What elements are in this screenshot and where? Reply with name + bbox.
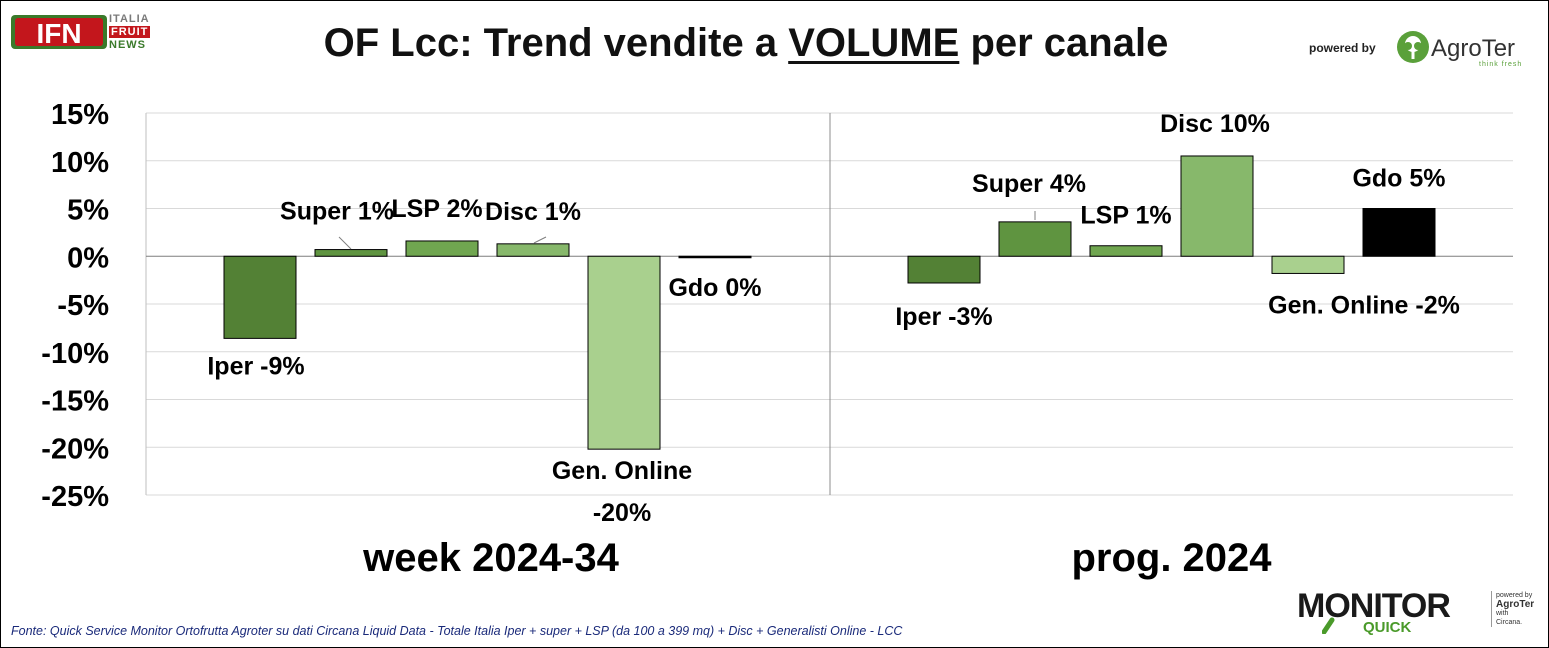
data-label: Disc 1% bbox=[485, 198, 581, 226]
bar bbox=[496, 243, 570, 257]
bar bbox=[1089, 245, 1163, 257]
y-tick-label: -5% bbox=[57, 290, 109, 322]
bar bbox=[405, 240, 479, 257]
powered-by-label: powered by bbox=[1309, 41, 1376, 55]
bar bbox=[223, 255, 297, 339]
quick-word: QUICK bbox=[1363, 619, 1412, 636]
title-suffix: per canale bbox=[959, 21, 1169, 65]
y-tick-label: -20% bbox=[41, 433, 109, 465]
ifn-tagline-line-1: ITALIA bbox=[109, 13, 150, 25]
ifn-logo-icon: IFN bbox=[11, 15, 107, 49]
y-tick-label: 5% bbox=[67, 195, 109, 227]
y-tick-label: 0% bbox=[67, 242, 109, 274]
title-emphasis: VOLUME bbox=[788, 21, 960, 65]
data-label: LSP 2% bbox=[391, 195, 482, 223]
magnifier-icon bbox=[1322, 617, 1335, 634]
agroter-tree-icon bbox=[1397, 31, 1429, 63]
y-tick-label: -15% bbox=[41, 386, 109, 418]
bar bbox=[907, 255, 981, 284]
source-note: Fonte: Quick Service Monitor Ortofrutta … bbox=[11, 624, 903, 638]
data-label: Iper -9% bbox=[207, 352, 304, 380]
bar bbox=[1180, 155, 1254, 257]
title-prefix: OF Lcc: Trend vendite a bbox=[323, 21, 789, 65]
y-tick-label: 10% bbox=[51, 147, 109, 179]
monitor-quick-logo: MONITOR QUICK bbox=[1297, 587, 1451, 636]
ifn-tagline-line-3: NEWS bbox=[109, 39, 146, 51]
bar bbox=[1271, 255, 1345, 274]
data-label: Iper -3% bbox=[895, 303, 992, 331]
data-label: LSP 1% bbox=[1080, 202, 1171, 230]
data-label: -20% bbox=[593, 499, 651, 527]
data-label: Gen. Online bbox=[552, 457, 692, 485]
group-label: prog. 2024 bbox=[1071, 536, 1272, 580]
data-label: Gdo 0% bbox=[668, 274, 761, 302]
y-tick-label: 15% bbox=[51, 99, 109, 131]
bar bbox=[678, 255, 752, 259]
data-label: Gdo 5% bbox=[1352, 165, 1445, 193]
monitor-word: MONITOR bbox=[1297, 587, 1451, 625]
mini-brand: powered by AgroTer with Circana. bbox=[1491, 591, 1534, 627]
chart-title: OF Lcc: Trend vendite a VOLUME per canal… bbox=[301, 21, 1191, 66]
ifn-logo-text: IFN bbox=[36, 18, 81, 49]
mini-agroter-label: AgroTer bbox=[1496, 599, 1535, 610]
bar bbox=[998, 221, 1072, 257]
y-tick-label: -25% bbox=[41, 481, 109, 513]
data-label: Gen. Online -2% bbox=[1268, 291, 1460, 319]
ifn-tagline-line-2: FRUIT bbox=[109, 26, 151, 38]
leader-line bbox=[533, 236, 547, 244]
agroter-tagline: think fresh bbox=[1479, 61, 1523, 68]
group-label: week 2024-34 bbox=[362, 536, 620, 580]
y-tick-label: -10% bbox=[41, 338, 109, 370]
agroter-name: AgroTer bbox=[1431, 35, 1516, 62]
data-label: Super 4% bbox=[972, 170, 1086, 198]
mini-powered-label: powered by bbox=[1496, 592, 1533, 599]
data-label: Disc 10% bbox=[1160, 110, 1270, 138]
bar bbox=[314, 249, 388, 257]
mini-circana-label: Circana. bbox=[1496, 619, 1523, 626]
ifn-tagline: ITALIA FRUIT NEWS bbox=[109, 13, 151, 52]
data-label: Super 1% bbox=[280, 198, 394, 226]
mini-with-label: with bbox=[1496, 610, 1509, 617]
bar bbox=[587, 255, 661, 450]
bar bbox=[1362, 208, 1436, 257]
leader-line bbox=[338, 236, 352, 250]
